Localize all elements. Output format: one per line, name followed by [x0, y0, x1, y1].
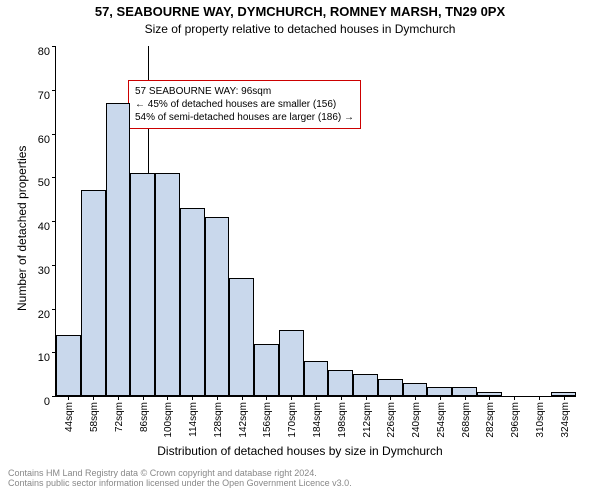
ytick-mark: [52, 309, 56, 310]
xtick-mark: [143, 396, 144, 400]
xtick-mark: [266, 396, 267, 400]
xtick-label: 128sqm: [213, 402, 224, 438]
ytick-mark: [52, 221, 56, 222]
annotation-line-3: 54% of semi-detached houses are larger (…: [135, 111, 354, 124]
xtick-label: 226sqm: [386, 402, 397, 438]
y-axis-label: Number of detached properties: [15, 146, 29, 311]
xtick-mark: [390, 396, 391, 400]
xtick-mark: [539, 396, 540, 400]
ytick-mark: [52, 46, 56, 47]
histogram-bar: [130, 173, 155, 396]
histogram-bar: [279, 330, 304, 396]
xtick-label: 86sqm: [139, 402, 150, 432]
xtick-mark: [192, 396, 193, 400]
ytick-label: 50: [38, 177, 56, 189]
annotation-box: 57 SEABOURNE WAY: 96sqm ← 45% of detache…: [128, 80, 361, 129]
histogram-bar: [304, 361, 329, 396]
xtick-label: 142sqm: [238, 402, 249, 438]
ytick-mark: [52, 90, 56, 91]
histogram-bar: [106, 103, 131, 396]
ytick-label: 0: [44, 396, 56, 408]
footer-line-2: Contains public sector information licen…: [8, 478, 352, 488]
xtick-mark: [68, 396, 69, 400]
ytick-label: 10: [38, 352, 56, 364]
xtick-label: 114sqm: [188, 402, 199, 437]
xtick-mark: [440, 396, 441, 400]
xtick-label: 282sqm: [485, 402, 496, 438]
plot-area: 57 SEABOURNE WAY: 96sqm ← 45% of detache…: [55, 46, 576, 397]
xtick-label: 310sqm: [535, 402, 546, 438]
xtick-mark: [465, 396, 466, 400]
xtick-label: 170sqm: [287, 402, 298, 438]
x-axis-label: Distribution of detached houses by size …: [0, 444, 600, 458]
xtick-mark: [291, 396, 292, 400]
histogram-bar: [229, 278, 254, 396]
annotation-line-1: 57 SEABOURNE WAY: 96sqm: [135, 85, 354, 98]
xtick-label: 72sqm: [114, 402, 125, 432]
xtick-label: 240sqm: [411, 402, 422, 438]
footer-text: Contains HM Land Registry data © Crown c…: [0, 468, 352, 488]
ytick-label: 30: [38, 265, 56, 277]
xtick-mark: [242, 396, 243, 400]
xtick-label: 296sqm: [510, 402, 521, 438]
xtick-label: 184sqm: [312, 402, 323, 438]
xtick-label: 198sqm: [337, 402, 348, 438]
xtick-mark: [489, 396, 490, 400]
histogram-bar: [427, 387, 452, 396]
ytick-label: 60: [38, 134, 56, 146]
xtick-label: 156sqm: [262, 402, 273, 438]
histogram-bar: [155, 173, 180, 396]
chart-subtitle: Size of property relative to detached ho…: [0, 22, 600, 36]
histogram-bar: [81, 190, 106, 396]
ytick-mark: [52, 265, 56, 266]
ytick-mark: [52, 396, 56, 397]
xtick-mark: [167, 396, 168, 400]
xtick-label: 324sqm: [560, 402, 571, 438]
chart-title: 57, SEABOURNE WAY, DYMCHURCH, ROMNEY MAR…: [0, 4, 600, 19]
ytick-mark: [52, 134, 56, 135]
xtick-label: 212sqm: [362, 402, 373, 438]
xtick-mark: [316, 396, 317, 400]
histogram-bar: [353, 374, 378, 396]
xtick-mark: [564, 396, 565, 400]
xtick-mark: [118, 396, 119, 400]
histogram-bar: [403, 383, 428, 396]
histogram-bar: [180, 208, 205, 396]
ytick-label: 80: [38, 46, 56, 58]
histogram-bar: [205, 217, 230, 396]
ytick-label: 40: [38, 221, 56, 233]
annotation-line-2: ← 45% of detached houses are smaller (15…: [135, 98, 354, 111]
ytick-label: 20: [38, 309, 56, 321]
histogram-bar: [56, 335, 81, 396]
ytick-label: 70: [38, 90, 56, 102]
xtick-mark: [514, 396, 515, 400]
xtick-mark: [366, 396, 367, 400]
xtick-mark: [341, 396, 342, 400]
xtick-label: 268sqm: [461, 402, 472, 438]
xtick-mark: [93, 396, 94, 400]
histogram-bar: [254, 344, 279, 397]
xtick-label: 100sqm: [163, 402, 174, 438]
xtick-mark: [217, 396, 218, 400]
xtick-label: 254sqm: [436, 402, 447, 438]
histogram-bar: [328, 370, 353, 396]
histogram-bar: [452, 387, 477, 396]
xtick-label: 58sqm: [89, 402, 100, 432]
footer-line-1: Contains HM Land Registry data © Crown c…: [8, 468, 352, 478]
histogram-bar: [378, 379, 403, 397]
chart-container: 57, SEABOURNE WAY, DYMCHURCH, ROMNEY MAR…: [0, 0, 600, 500]
xtick-mark: [415, 396, 416, 400]
ytick-mark: [52, 177, 56, 178]
xtick-label: 44sqm: [64, 402, 75, 432]
